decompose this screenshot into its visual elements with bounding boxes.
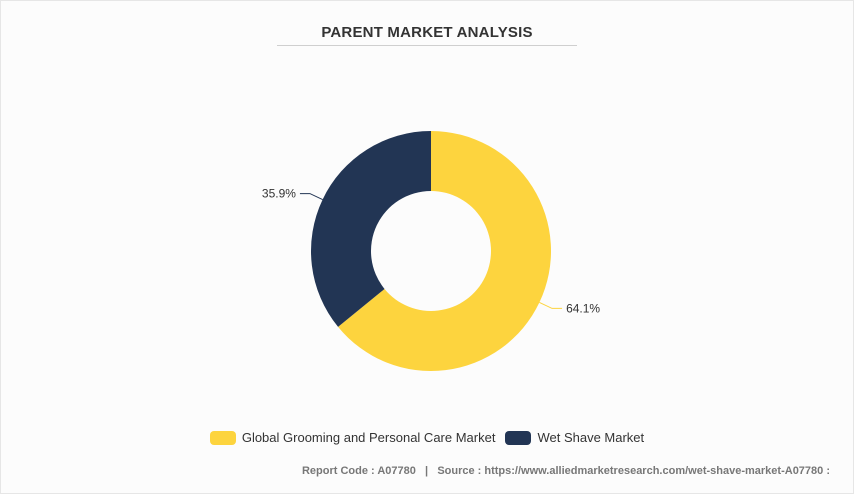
leader-line-grooming	[539, 301, 563, 309]
legend-swatch-grooming	[209, 430, 236, 445]
slice-wet-shave[interactable]	[311, 131, 431, 327]
leader-line-wet-shave	[299, 193, 323, 201]
legend-label-grooming: Global Grooming and Personal Care Market	[241, 430, 496, 445]
data-label-grooming: 64.1%	[566, 301, 600, 315]
chart-legend: Global Grooming and Personal Care Market…	[0, 430, 854, 445]
report-code: Report Code : A07780	[301, 465, 416, 477]
source-footer: Report Code : A07780 | Source : https://…	[302, 465, 830, 477]
legend-label-wet-shave: Wet Shave Market	[537, 430, 645, 445]
title-underline	[277, 45, 577, 46]
footer-separator: |	[425, 465, 429, 477]
data-label-wet-shave: 35.9%	[262, 187, 296, 201]
donut-slices	[311, 131, 552, 371]
leader-lines	[299, 193, 563, 309]
legend-swatch-wet-shave	[505, 430, 532, 445]
legend-item-wet-shave[interactable]: Wet Shave Market	[505, 430, 644, 445]
slice-grooming[interactable]	[338, 131, 552, 371]
legend-item-grooming[interactable]: Global Grooming and Personal Care Market	[209, 430, 496, 445]
chart-title: PARENT MARKET ANALYSIS	[321, 24, 533, 41]
data-labels: 64.1% 35.9%	[262, 187, 601, 316]
source-text: Source : https://www.alliedmarketresearc…	[437, 465, 830, 477]
